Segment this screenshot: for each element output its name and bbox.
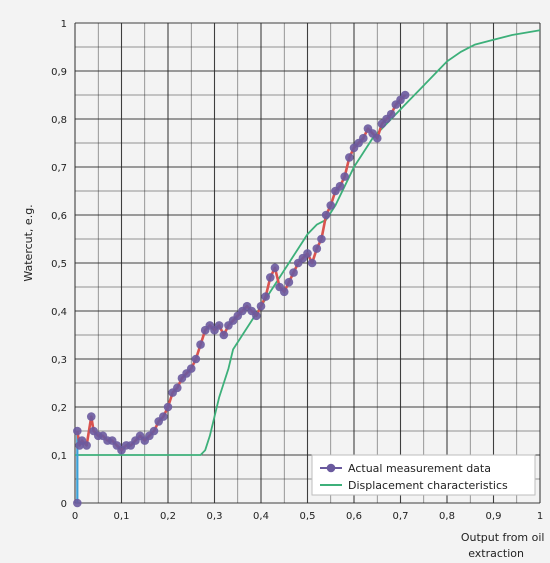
x-tick-label: 1: [537, 511, 543, 522]
x-tick-label: 0,5: [300, 511, 316, 522]
x-tick-label: 0,2: [160, 511, 176, 522]
measured-point: [256, 301, 266, 311]
measured-point: [159, 412, 168, 421]
legend: Actual measurement data Displacement cha…: [311, 454, 536, 496]
y-tick-label: 0,4: [51, 307, 67, 318]
legend-marker-measured: [326, 463, 336, 473]
measured-point: [252, 311, 261, 321]
measured-point: [359, 133, 368, 143]
y-tick-label: 1: [61, 19, 67, 30]
legend-label-measured: Actual measurement data: [348, 462, 491, 475]
measured-point: [186, 364, 196, 373]
y-tick-label: 0,9: [51, 67, 67, 78]
y-tick-label: 0: [61, 499, 67, 510]
measured-point: [307, 258, 317, 268]
x-tick-label: 0: [72, 511, 78, 522]
x-axis-ticks: 0 0,1 0,2 0,3 0,4 0,5 0,6 0,7 0,8 0,9 1: [72, 511, 543, 522]
y-tick-label: 0,8: [51, 115, 67, 126]
series-displacement-line: [75, 29, 541, 456]
grid: [74, 22, 541, 504]
measured-point: [270, 263, 280, 273]
y-axis-ticks: 0 0,1 0,2 0,3 0,4 0,5 0,6 0,7 0,8 0,9 1: [51, 19, 67, 510]
measured-point: [279, 287, 289, 297]
y-tick-label: 0,5: [51, 259, 67, 270]
y-tick-label: 0,2: [51, 403, 67, 414]
measured-point: [400, 90, 410, 100]
measured-point: [317, 234, 326, 244]
measured-point: [219, 330, 229, 340]
y-tick-label: 0,7: [51, 163, 67, 174]
x-tick-label: 0,4: [253, 511, 269, 522]
x-tick-label: 0,1: [114, 511, 130, 522]
measured-point: [372, 133, 382, 143]
measured-point: [303, 249, 312, 258]
x-axis-title: Output from oil extraction: [461, 531, 548, 560]
series-layer: [73, 29, 541, 508]
measured-point: [149, 426, 159, 436]
x-tick-label: 0,7: [393, 511, 409, 522]
y-axis-title: Watercut, e.g.: [22, 204, 35, 281]
legend-label-displacement: Displacement characteristics: [348, 479, 508, 492]
measured-point: [289, 268, 298, 277]
measured-point: [266, 273, 275, 282]
measured-point: [340, 172, 350, 181]
measured-point: [214, 321, 224, 330]
x-axis-title-line-2: extraction: [468, 547, 524, 560]
legend-box: [311, 454, 536, 496]
measured-point: [312, 244, 322, 253]
measured-point: [73, 498, 82, 508]
x-tick-label: 0,8: [439, 511, 455, 522]
measured-point: [191, 354, 201, 364]
measured-point: [326, 201, 336, 210]
y-tick-label: 0,1: [51, 451, 67, 462]
measured-point: [196, 340, 205, 349]
x-tick-label: 0,9: [486, 511, 502, 522]
x-tick-label: 0,3: [207, 511, 223, 522]
measured-point: [345, 153, 354, 162]
y-tick-label: 0,6: [51, 211, 67, 222]
measured-point: [261, 292, 270, 301]
plot-area: [73, 22, 541, 508]
measured-point: [86, 412, 96, 421]
y-tick-label: 0,3: [51, 355, 67, 366]
measured-point: [284, 277, 294, 287]
measured-point: [386, 109, 396, 119]
measured-point: [163, 402, 173, 412]
x-axis-title-line-1: Output from oil: [461, 531, 545, 544]
x-tick-label: 0,6: [346, 511, 362, 522]
measured-point: [321, 210, 331, 220]
measured-point: [173, 383, 182, 393]
measured-point: [82, 441, 91, 450]
measured-point: [335, 181, 345, 191]
measured-point: [73, 426, 82, 436]
